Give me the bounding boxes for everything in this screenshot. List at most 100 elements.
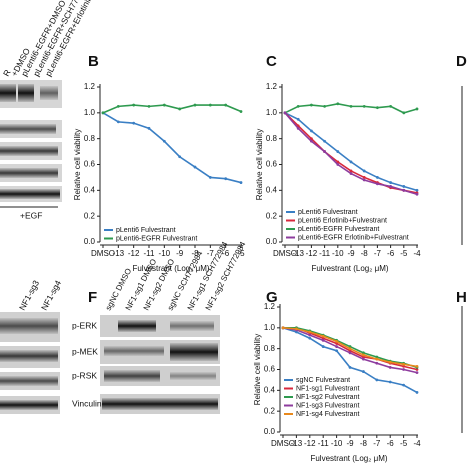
x-tick-label: -9 (176, 249, 184, 258)
point (415, 188, 419, 192)
lane-label: NF1-sg4 (39, 278, 63, 312)
blot-f (100, 315, 220, 414)
y-axis-title: Relative cell viability (253, 334, 262, 406)
treatment-label: +EGF (20, 210, 42, 220)
point (402, 185, 406, 188)
point (193, 165, 197, 169)
blot-a (0, 80, 62, 208)
y-tick-label: 0.4 (264, 385, 276, 394)
row-label: p-RSK (72, 370, 97, 380)
point (376, 106, 379, 110)
panel-letter: C (266, 53, 277, 70)
y-tick-label: 0.0 (266, 237, 278, 246)
point (310, 103, 313, 107)
band (0, 376, 58, 386)
y-tick-label: 0.8 (266, 134, 278, 143)
y-tick-label: 0.2 (84, 211, 96, 220)
point (388, 360, 392, 364)
y-tick-label: 0.6 (84, 160, 96, 169)
x-tick-label: -6 (222, 249, 230, 258)
y-tick-label: 0.8 (264, 344, 276, 353)
legend-label: NF1-sg2 Fulvestrant (296, 394, 359, 401)
x-tick-label: -7 (374, 249, 382, 258)
point (362, 357, 365, 361)
x-tick-label: -5 (400, 249, 408, 258)
point (310, 137, 313, 141)
lane-label: NF1-sg3 (17, 278, 41, 312)
point (116, 104, 120, 108)
point (193, 103, 197, 107)
y-tick-label: 0.0 (84, 237, 96, 246)
point (147, 126, 151, 130)
point (362, 351, 365, 355)
legend-label: pLenti6 Erlotinib+Fulvestrant (298, 217, 387, 224)
point (375, 378, 379, 382)
point (402, 368, 405, 371)
point (224, 177, 228, 181)
x-tick-label: -4 (413, 439, 421, 448)
point (281, 326, 285, 330)
point (321, 345, 325, 348)
x-tick-label: -11 (319, 249, 331, 258)
point (402, 111, 406, 115)
y-tick-label: 1.0 (266, 108, 278, 117)
band (0, 318, 58, 334)
x-tick-label: -8 (360, 439, 368, 448)
panel-letter: H (456, 289, 467, 306)
point (224, 103, 228, 107)
band (40, 86, 58, 100)
point (388, 380, 392, 384)
point (310, 129, 313, 133)
point (116, 120, 120, 124)
point (415, 391, 419, 394)
band (18, 84, 34, 102)
y-tick-label: 0.0 (264, 427, 276, 436)
legend-label: sgNC Fulvestrant (296, 377, 350, 384)
point (178, 155, 182, 159)
point (208, 103, 212, 107)
point (375, 355, 379, 359)
band (0, 146, 58, 156)
point (362, 169, 366, 173)
point (336, 150, 340, 153)
x-tick-label: -5 (400, 439, 408, 448)
x-tick-label: -13 (113, 249, 125, 258)
point (335, 342, 338, 345)
x-tick-label: -6 (387, 439, 395, 448)
point (323, 139, 326, 143)
point (389, 185, 392, 188)
point (362, 104, 366, 108)
band (170, 372, 216, 380)
band (170, 343, 218, 361)
panel-letter: F (88, 289, 97, 306)
point (348, 366, 352, 369)
lane-label: R (1, 68, 13, 78)
x-tick-label: -11 (318, 439, 330, 448)
point (178, 107, 182, 111)
x-tick-label: -6 (387, 249, 395, 258)
point (336, 102, 340, 106)
point (336, 160, 340, 164)
point (296, 126, 300, 130)
point (348, 351, 352, 355)
legend-label: pLenti6 Fulvestrant (116, 227, 176, 234)
point (308, 330, 312, 334)
x-tick-label: -7 (373, 439, 381, 448)
point (415, 371, 419, 375)
point (296, 117, 300, 121)
point (349, 172, 353, 175)
lane-label: sgNC SCH772984 (166, 249, 205, 312)
row-label: Vinculin (72, 398, 102, 408)
point (208, 176, 212, 179)
x-tick-label: -10 (159, 249, 171, 258)
point (376, 176, 379, 179)
point (323, 150, 326, 153)
y-tick-label: 1.2 (266, 82, 278, 91)
point (308, 333, 312, 337)
point (132, 103, 136, 107)
x-tick-label: DMSO (273, 249, 297, 258)
band (0, 168, 58, 178)
x-tick-label: -11 (144, 249, 156, 258)
x-tick-label: -4 (413, 249, 421, 258)
panel-letter: G (266, 289, 278, 306)
